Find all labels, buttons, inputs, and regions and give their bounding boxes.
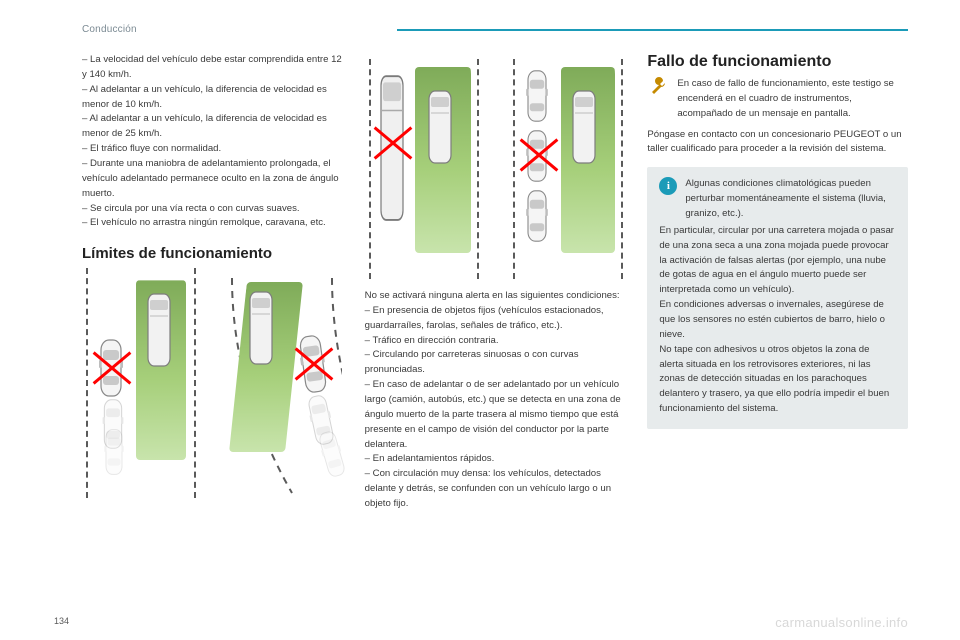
- bullet: – En presencia de objetos fijos (vehícul…: [365, 304, 626, 334]
- bullet: – En adelantamientos rápidos.: [365, 452, 626, 467]
- other-car-icon: [523, 189, 551, 243]
- bullet: – Durante una maniobra de adelantamiento…: [82, 157, 343, 202]
- header-rule: [397, 29, 908, 31]
- warning-note: En caso de fallo de funcionamiento, este…: [647, 77, 908, 122]
- motion-ghost-icon: [102, 428, 126, 476]
- column-2: No se activará ninguna alerta en las sig…: [365, 53, 626, 512]
- content-columns: – La velocidad del vehículo debe estar c…: [82, 53, 908, 512]
- other-car-icon: [96, 338, 126, 398]
- ego-van-icon: [246, 290, 276, 366]
- page-number: 134: [54, 616, 69, 626]
- lane-marking: [194, 268, 196, 498]
- bullet: – Al adelantar a un vehículo, la diferen…: [82, 83, 343, 113]
- column-1: – La velocidad del vehículo debe estar c…: [82, 53, 343, 512]
- bullet: – Circulando por carreteras sinuosas o c…: [365, 348, 626, 378]
- ego-van-icon: [569, 89, 599, 165]
- other-car-icon: [294, 333, 332, 397]
- motion-ghost-icon: [314, 428, 350, 481]
- bullet: – La velocidad del vehículo debe estar c…: [82, 53, 343, 83]
- watermark: carmanualsonline.info: [775, 615, 908, 630]
- bullet: – Al adelantar a un vehículo, la diferen…: [82, 112, 343, 142]
- lane-marking: [621, 59, 623, 279]
- diagram-limits: [82, 268, 343, 498]
- info-head: i Algunas condiciones climatológicas pue…: [659, 177, 896, 222]
- other-car-icon: [523, 69, 551, 123]
- lane-marking: [477, 59, 479, 279]
- info-icon: i: [659, 177, 677, 195]
- info-paragraph: En particular, circular por una carreter…: [659, 224, 896, 298]
- truck-icon: [377, 73, 407, 223]
- info-paragraph: No tape con adhesivos u otros objetos la…: [659, 343, 896, 417]
- paragraph: Póngase en contacto con un concesionario…: [647, 128, 908, 158]
- info-paragraph: En condiciones adversas o invernales, as…: [659, 298, 896, 343]
- info-lead: Algunas condiciones climatológicas puede…: [685, 177, 896, 222]
- section-title: Conducción: [82, 24, 137, 35]
- diagram-noalert: [365, 59, 626, 279]
- ego-van-icon: [144, 292, 174, 368]
- page-header: Conducción: [82, 24, 908, 35]
- info-box: i Algunas condiciones climatológicas pue…: [647, 167, 908, 429]
- lane-marking: [86, 268, 88, 498]
- bullet: – El vehículo no arrastra ningún remolqu…: [82, 216, 343, 231]
- column-3: Fallo de funcionamiento En caso de fallo…: [647, 53, 908, 512]
- lane-marking: [369, 59, 371, 279]
- other-car-icon: [523, 129, 551, 183]
- wrench-icon: [647, 77, 669, 93]
- subheading-limits: Límites de funcionamiento: [82, 245, 343, 262]
- lane-marking: [513, 59, 515, 279]
- paragraph: En caso de fallo de funcionamiento, este…: [677, 77, 908, 122]
- bullet: – Tráfico en dirección contraria.: [365, 334, 626, 349]
- bullet: – Se circula por una vía recta o con cur…: [82, 202, 343, 217]
- bullet: – El tráfico fluye con normalidad.: [82, 142, 343, 157]
- ego-van-icon: [425, 89, 455, 165]
- paragraph: No se activará ninguna alerta en las sig…: [365, 289, 626, 304]
- bullet: – En caso de adelantar o de ser adelanta…: [365, 378, 626, 452]
- bullet: – Con circulación muy densa: los vehícul…: [365, 467, 626, 512]
- manual-page: Conducción – La velocidad del vehículo d…: [0, 0, 960, 640]
- heading-fault: Fallo de funcionamiento: [647, 53, 908, 71]
